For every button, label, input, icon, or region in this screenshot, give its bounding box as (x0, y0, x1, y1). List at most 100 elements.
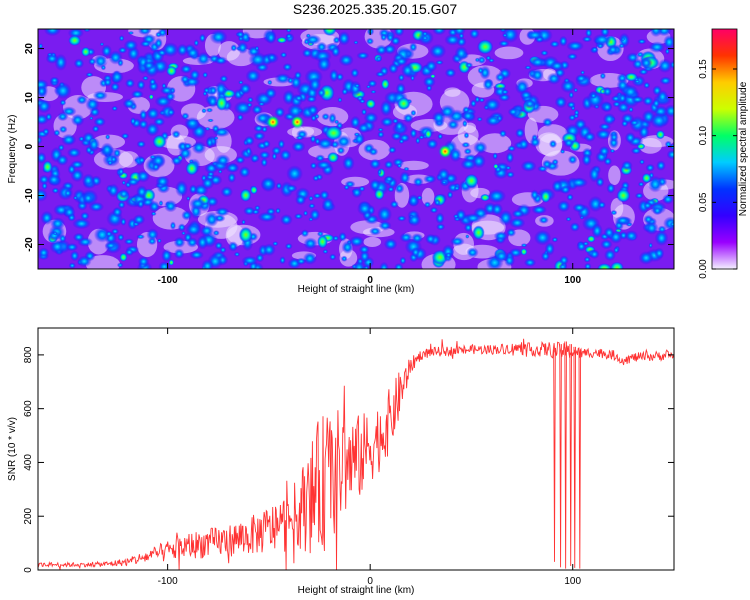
heatmap-blob (51, 187, 60, 194)
heatmap-blob (236, 30, 245, 39)
heatmap-blob (312, 192, 322, 199)
heatmap-blob (358, 98, 366, 104)
heatmap-blob (123, 39, 139, 52)
heatmap-blob (546, 72, 561, 85)
heatmap-blob (149, 154, 157, 160)
heatmap-blob (181, 231, 186, 236)
heatmap-blob (330, 45, 341, 58)
heatmap-blob (137, 156, 146, 164)
heatmap-blob (275, 207, 281, 215)
heatmap-blob (208, 85, 218, 96)
heatmap-blob (185, 161, 199, 176)
heatmap-low-patch (118, 151, 140, 168)
heatmap-blob (341, 87, 349, 96)
heatmap-blob (662, 194, 674, 205)
heatmap-xtick-label: -100 (158, 275, 178, 286)
heatmap-blob (369, 227, 382, 236)
heatmap-blob (308, 203, 316, 209)
heatmap-blob (416, 195, 423, 201)
heatmap-ytick-label: -10 (24, 188, 35, 203)
heatmap-blob (375, 44, 388, 56)
heatmap-blob (519, 90, 533, 101)
heatmap-blob (633, 79, 641, 84)
heatmap-blob (403, 113, 414, 124)
snr-dropout (578, 349, 582, 569)
heatmap-blob (477, 66, 484, 74)
heatmap-blob (284, 242, 293, 250)
heatmap-blob (592, 33, 612, 46)
heatmap-xlabel: Height of straight line (km) (298, 284, 415, 295)
snr-line (38, 338, 674, 570)
heatmap-blob (236, 113, 244, 121)
heatmap-blob (303, 38, 310, 45)
colorbar: 0.00 0.05 0.10 0.15 Normalized spectral amp… (698, 28, 749, 279)
heatmap-hotspot (616, 188, 631, 203)
heatmap-blob (262, 139, 271, 149)
heatmap-blob (136, 79, 146, 90)
heatmap-blob (575, 74, 588, 83)
heatmap-blob (641, 173, 652, 184)
heatmap-blob (110, 82, 121, 92)
heatmap-blob (353, 132, 360, 137)
heatmap-blob (501, 29, 519, 43)
snr-series (38, 338, 674, 570)
heatmap-low-patch (638, 137, 662, 154)
heatmap-blob (648, 41, 666, 53)
heatmap-blob (464, 213, 483, 224)
heatmap-blob (399, 171, 411, 185)
heatmap-ytick-label: -20 (24, 237, 35, 252)
heatmap-blob (566, 53, 578, 61)
heatmap-blob (568, 91, 574, 99)
heatmap-blob (38, 247, 50, 258)
heatmap-blob (609, 148, 616, 154)
heatmap-blob (56, 154, 69, 166)
colorbar-tick-label: 0.10 (698, 125, 709, 145)
heatmap-blob (337, 31, 351, 46)
heatmap-blob (465, 234, 470, 239)
heatmap-blob (401, 63, 415, 78)
heatmap-blob (196, 235, 209, 250)
heatmap-blob (573, 87, 579, 93)
heatmap-blob (185, 222, 202, 237)
heatmap-blob (626, 52, 640, 63)
heatmap-blob (410, 109, 417, 117)
heatmap-blob (124, 238, 135, 245)
snr-xtick-label: 100 (564, 576, 581, 587)
heatmap-blob (107, 183, 120, 198)
colorbar-ticks: 0.00 0.05 0.10 0.15 (698, 59, 737, 279)
heatmap-blob (598, 145, 610, 157)
heatmap-blob (173, 248, 185, 259)
heatmap-blob (166, 65, 177, 77)
heatmap-blob (407, 194, 420, 207)
heatmap-blob (529, 56, 547, 68)
heatmap-blob (245, 146, 252, 157)
heatmap-blob (350, 68, 360, 78)
heatmap-blob (634, 192, 644, 199)
heatmap-blob (317, 234, 328, 249)
heatmap-blob (110, 70, 124, 84)
heatmap-blob (436, 223, 446, 231)
heatmap-blob (455, 208, 467, 222)
heatmap-blob (341, 255, 348, 262)
heatmap-blob (424, 129, 432, 139)
heatmap-blob (207, 118, 214, 123)
heatmap-blob (664, 48, 670, 55)
heatmap-low-patch (92, 134, 126, 150)
heatmap-blob (409, 42, 418, 52)
heatmap-blob (312, 174, 320, 182)
heatmap-blob (437, 167, 450, 182)
heatmap-blob (534, 229, 552, 246)
heatmap-blob (582, 241, 590, 247)
heatmap-blob (139, 109, 148, 121)
colorbar-tick-label: 0.05 (698, 192, 709, 212)
heatmap-blob (505, 165, 512, 171)
heatmap-blob (196, 51, 211, 66)
heatmap-blob (637, 181, 645, 187)
heatmap-blob (188, 184, 198, 195)
heatmap-blob (597, 201, 607, 209)
heatmap-blob (201, 108, 207, 114)
heatmap-blob (93, 226, 111, 243)
heatmap-blob (295, 194, 307, 206)
heatmap-low-patch (444, 87, 461, 97)
heatmap-blob (441, 180, 448, 185)
